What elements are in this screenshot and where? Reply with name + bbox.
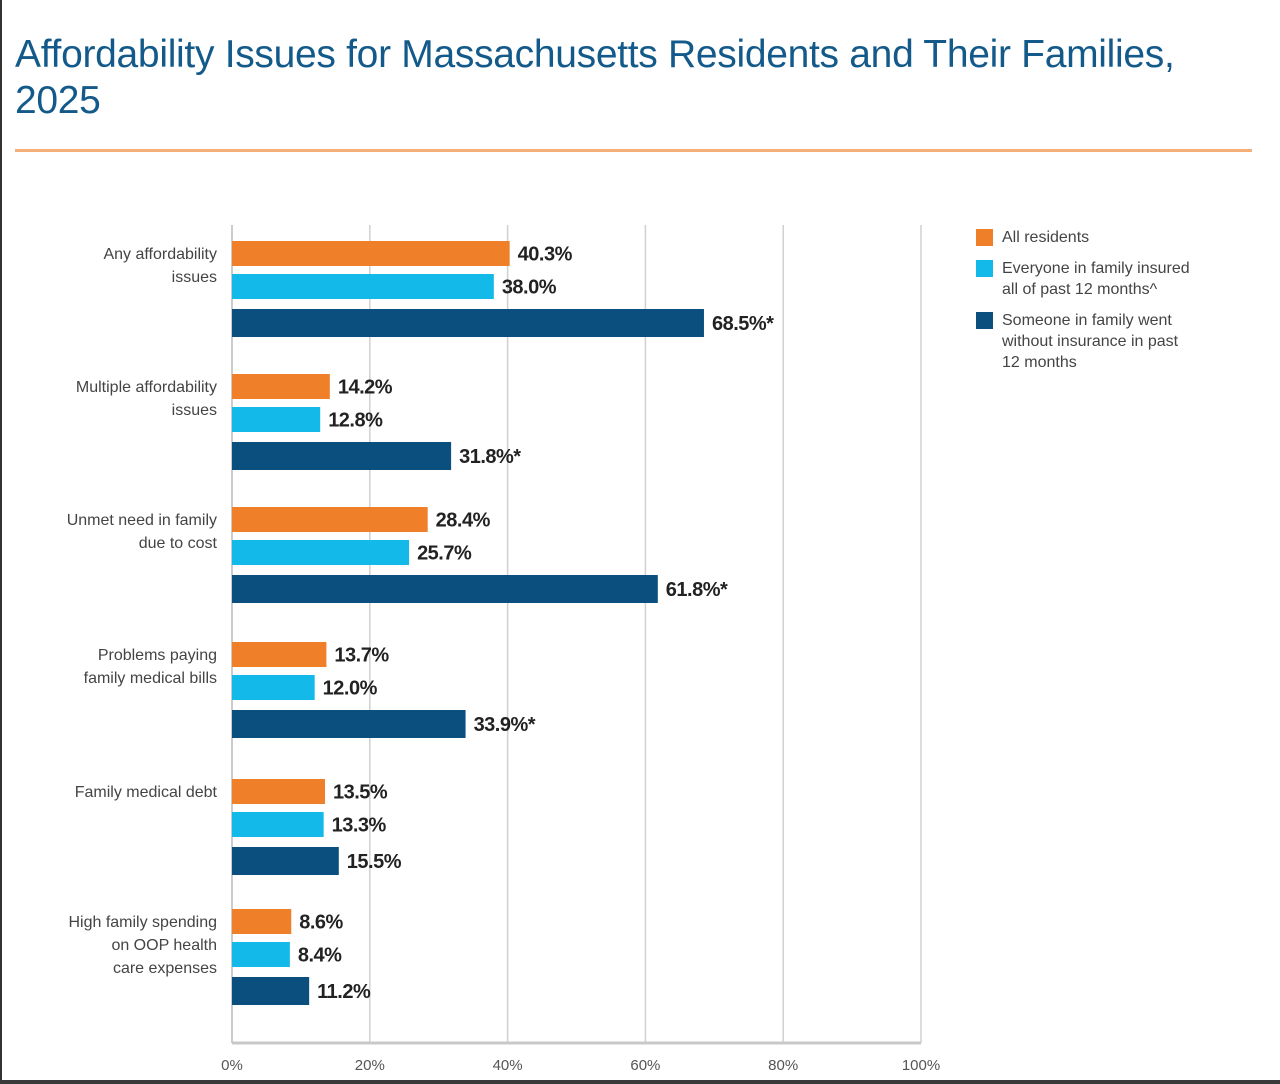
data-label: 68.5%* (712, 313, 774, 335)
bar (232, 309, 704, 337)
bar (232, 977, 310, 1005)
category-label: Problems paying (98, 647, 217, 664)
data-label: 12.8% (328, 410, 383, 432)
category-label: Any affordability (103, 246, 217, 263)
category-label: family medical bills (84, 670, 217, 687)
chart-title: Affordability Issues for Massachusetts R… (15, 33, 1175, 122)
category-label: Multiple affordability (76, 379, 217, 396)
legend-swatch (976, 229, 993, 246)
x-tick-label: 0% (221, 1057, 243, 1074)
legend-label: All residents (1002, 229, 1089, 246)
title-divider (15, 149, 1252, 152)
bar (232, 847, 339, 875)
legend-label: all of past 12 months^ (1002, 281, 1158, 298)
bar (232, 407, 321, 432)
bar (232, 779, 326, 804)
category-label: Family medical debt (75, 784, 218, 801)
bar (232, 812, 324, 837)
data-label: 11.2% (317, 981, 371, 1003)
bar (232, 710, 466, 738)
legend-swatch (976, 260, 993, 277)
bar (232, 374, 330, 399)
data-label: 15.5% (347, 851, 402, 873)
bar (232, 642, 327, 667)
bar (232, 274, 494, 299)
legend-label: Someone in family went (1002, 312, 1172, 329)
data-label: 13.5% (333, 782, 388, 804)
data-label: 14.2% (338, 377, 393, 399)
data-label: 8.4% (298, 945, 342, 967)
bar (232, 942, 290, 967)
category-label: due to cost (139, 535, 218, 552)
window-border-bottom (0, 1080, 1280, 1084)
bar (232, 575, 658, 603)
data-label: 38.0% (502, 277, 557, 299)
data-label: 8.6% (299, 912, 343, 934)
data-label: 31.8%* (459, 446, 521, 468)
x-tick-label: 100% (902, 1057, 940, 1074)
bar (232, 241, 510, 266)
category-label: issues (172, 402, 217, 419)
bar (232, 909, 292, 934)
bar (232, 442, 452, 470)
window-border-left (0, 0, 2, 1084)
data-label: 40.3% (518, 244, 573, 266)
data-label: 25.7% (417, 543, 472, 565)
category-label: care expenses (113, 960, 217, 977)
data-label: 12.0% (323, 678, 378, 700)
legend-swatch (976, 312, 993, 329)
category-label: issues (172, 269, 217, 286)
x-tick-label: 20% (355, 1057, 385, 1074)
x-tick-label: 40% (493, 1057, 523, 1074)
bar (232, 507, 428, 532)
category-label: Unmet need in family (67, 512, 217, 529)
x-tick-label: 80% (768, 1057, 798, 1074)
legend-label: without insurance in past (1001, 333, 1179, 350)
x-tick-label: 60% (630, 1057, 660, 1074)
data-label: 13.7% (334, 645, 389, 667)
legend-label: Everyone in family insured (1002, 260, 1190, 277)
data-label: 33.9%* (474, 714, 536, 736)
category-label: High family spending (68, 914, 217, 931)
bar (232, 540, 410, 565)
data-label: 13.3% (332, 815, 387, 837)
legend-label: 12 months (1002, 354, 1077, 371)
data-label: 61.8%* (666, 579, 728, 601)
bar (232, 675, 315, 700)
data-label: 28.4% (436, 510, 491, 532)
category-label: on OOP health (111, 937, 217, 954)
